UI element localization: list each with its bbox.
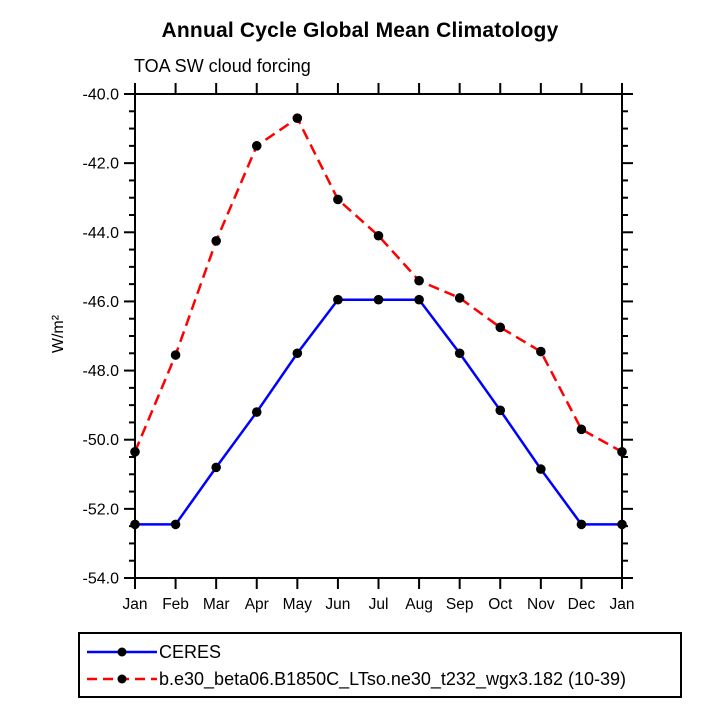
data-point-series-1 bbox=[495, 322, 506, 333]
x-axis-tick-label: May bbox=[283, 596, 313, 613]
legend-sample-marker-1 bbox=[117, 674, 127, 683]
chart-subtitle: TOA SW cloud forcing bbox=[134, 56, 311, 76]
data-point-series-0 bbox=[414, 294, 424, 305]
legend-box: CERES b.e30_beta06.B1850C_LTso.ne30_t232… bbox=[78, 632, 682, 698]
y-axis-tick-label: -40.0 bbox=[83, 87, 120, 104]
x-axis-tick-label: Dec bbox=[568, 596, 596, 613]
series-line-0 bbox=[135, 298, 622, 526]
x-axis-tick-label: Jul bbox=[369, 596, 389, 613]
data-point-series-0 bbox=[576, 519, 587, 530]
x-axis-tick-label: Jan bbox=[610, 596, 635, 613]
y-axis-tick-label: -42.0 bbox=[83, 156, 120, 173]
legend-item-ceres: CERES bbox=[85, 641, 680, 663]
data-point-series-1 bbox=[130, 447, 140, 457]
data-point-series-1 bbox=[536, 346, 546, 357]
data-point-series-1 bbox=[292, 113, 303, 123]
data-point-series-0 bbox=[495, 405, 506, 416]
y-axis-tick-label: -44.0 bbox=[83, 225, 120, 242]
plot-frame bbox=[134, 93, 623, 579]
data-point-series-1 bbox=[211, 236, 221, 246]
data-point-series-1 bbox=[454, 293, 465, 303]
data-point-series-1 bbox=[170, 350, 181, 360]
legend-label-model: b.e30_beta06.B1850C_LTso.ne30_t232_wgx3.… bbox=[159, 668, 627, 689]
data-point-series-0 bbox=[211, 462, 221, 473]
data-point-series-0 bbox=[454, 348, 465, 359]
legend-label-ceres: CERES bbox=[159, 641, 222, 662]
legend-sample-marker-0 bbox=[117, 647, 127, 656]
y-axis-tick-label: -54.0 bbox=[83, 571, 120, 588]
x-axis-tick-label: Jan bbox=[123, 596, 148, 613]
x-axis-tick-label: Feb bbox=[162, 596, 189, 613]
y-axis-tick-label: -50.0 bbox=[83, 432, 120, 449]
data-point-series-1 bbox=[251, 141, 262, 151]
x-axis-tick-label: Aug bbox=[405, 596, 433, 613]
data-point-series-0 bbox=[292, 348, 303, 359]
x-axis-tick-label: Sep bbox=[446, 596, 474, 613]
x-axis-tick-label: Mar bbox=[203, 596, 230, 613]
data-point-series-0 bbox=[536, 464, 546, 474]
data-point-series-0 bbox=[170, 519, 181, 530]
x-axis-tick-label: Jun bbox=[325, 596, 350, 613]
legend-sample-model-line bbox=[87, 674, 157, 683]
legend-sample-ceres-line bbox=[87, 647, 157, 656]
data-point-series-1 bbox=[333, 194, 343, 205]
legend-item-model: b.e30_beta06.B1850C_LTso.ne30_t232_wgx3.… bbox=[85, 668, 680, 690]
data-point-series-1 bbox=[414, 275, 424, 286]
y-axis-tick-label: -52.0 bbox=[83, 501, 120, 518]
data-point-series-0 bbox=[373, 294, 384, 305]
data-point-series-0 bbox=[130, 519, 140, 530]
y-axis-tick-label: -46.0 bbox=[83, 294, 120, 311]
data-point-series-1 bbox=[576, 424, 587, 435]
data-point-series-0 bbox=[617, 519, 627, 530]
data-point-series-0 bbox=[333, 294, 343, 305]
x-axis-tick-label: Oct bbox=[488, 596, 513, 613]
series-line-1 bbox=[133, 116, 623, 453]
x-axis-tick-label: Apr bbox=[245, 596, 269, 613]
y-axis-tick-label: -48.0 bbox=[83, 363, 120, 380]
chart-title: Annual Cycle Global Mean Climatology bbox=[161, 19, 559, 42]
data-point-series-0 bbox=[251, 407, 262, 417]
data-point-series-1 bbox=[373, 230, 384, 241]
data-point-series-1 bbox=[617, 447, 627, 457]
x-axis-tick-label: Nov bbox=[527, 596, 555, 613]
